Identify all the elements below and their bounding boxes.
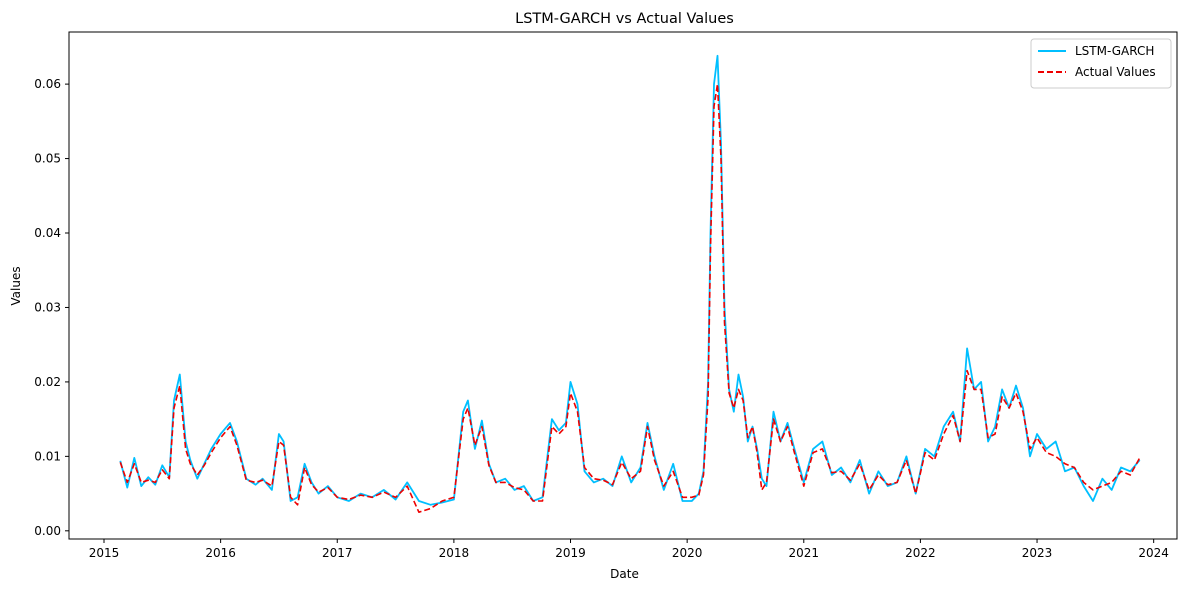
x-tick-label: 2015 (89, 546, 120, 560)
x-tick-label: 2017 (322, 546, 353, 560)
x-tick-label: 2024 (1138, 546, 1169, 560)
x-tick-label: 2016 (205, 546, 236, 560)
y-tick-label: 0.00 (34, 524, 61, 538)
x-tick-label: 2018 (439, 546, 470, 560)
x-tick-label: 2021 (789, 546, 820, 560)
y-tick-label: 0.06 (34, 77, 61, 91)
y-tick-label: 0.05 (34, 152, 61, 166)
series-group (119, 54, 1141, 514)
x-axis-label: Date (610, 567, 639, 581)
x-tick-label: 2020 (672, 546, 703, 560)
legend-label-actual-values: Actual Values (1075, 65, 1156, 79)
x-tick-label: 2023 (1022, 546, 1053, 560)
y-axis: 0.00 0.01 0.02 0.03 0.04 0.05 0.06 (34, 77, 69, 538)
legend: LSTM-GARCH Actual Values (1030, 38, 1172, 89)
y-tick-label: 0.01 (34, 449, 61, 463)
chart-title: LSTM-GARCH vs Actual Values (515, 11, 734, 27)
x-axis: 2015 2016 2017 2018 2019 2020 2021 2022 2023 2024 (89, 539, 1169, 560)
y-tick-label: 0.02 (34, 375, 61, 389)
plot-frame (68, 31, 1178, 540)
y-tick-label: 0.03 (34, 300, 61, 314)
x-tick-label: 2019 (555, 546, 586, 560)
legend-label-lstm-garch: LSTM-GARCH (1075, 44, 1154, 58)
y-axis-label: Values (9, 266, 23, 305)
x-tick-label: 2022 (905, 546, 936, 560)
y-tick-label: 0.04 (34, 226, 61, 240)
series-line-actual-values (119, 83, 1141, 514)
